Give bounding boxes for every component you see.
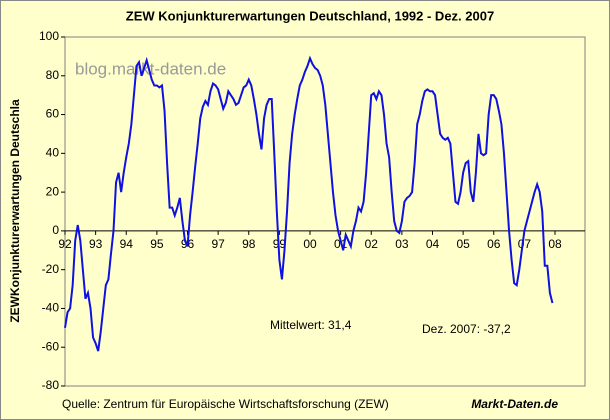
y-tick-label: -80 <box>42 378 60 392</box>
brand: Markt-Daten.de <box>471 397 558 411</box>
x-tick-label: 06 <box>487 237 501 251</box>
x-tick-label: 94 <box>120 237 134 251</box>
y-tick-label: 40 <box>46 146 60 160</box>
y-tick-label: -60 <box>42 339 60 353</box>
x-tick-label: 04 <box>426 237 440 251</box>
y-tick-label: -20 <box>42 262 60 276</box>
x-tick-label: 92 <box>58 237 72 251</box>
x-tick-label: 03 <box>395 237 409 251</box>
chart-title: ZEW Konjunkturerwartungen Deutschland, 1… <box>126 8 494 23</box>
x-tick-label: 07 <box>518 237 532 251</box>
y-tick-label: 100 <box>39 29 59 43</box>
source: Quelle: Zentrum für Europäische Wirtscha… <box>62 397 389 411</box>
x-tick-label: 93 <box>89 237 103 251</box>
y-tick-label: 60 <box>46 107 60 121</box>
x-tick-label: 02 <box>365 237 379 251</box>
y-tick-label: -40 <box>42 301 60 315</box>
y-axis-label: ZEWKonjunkturerwartungen Deutschla <box>8 99 22 323</box>
x-tick-label: 00 <box>303 237 317 251</box>
y-tick-label: 80 <box>46 68 60 82</box>
y-tick-label: 0 <box>52 223 59 237</box>
x-tick-label: 97 <box>211 237 225 251</box>
watermark: blog.markt-daten.de <box>75 59 226 78</box>
annotation: Mittelwert: 31,4 <box>270 318 352 332</box>
y-tick-label: 20 <box>46 184 60 198</box>
annotation: Dez. 2007: -37,2 <box>422 322 511 336</box>
data-line <box>64 55 554 352</box>
x-tick-label: 95 <box>150 237 164 251</box>
x-tick-label: 08 <box>548 237 562 251</box>
x-tick-label: 05 <box>456 237 470 251</box>
x-tick-label: 98 <box>242 237 256 251</box>
